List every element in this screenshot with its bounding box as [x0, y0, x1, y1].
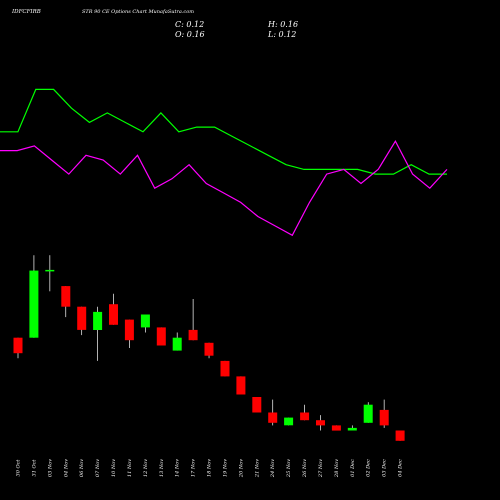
candle-11-nov [124, 319, 134, 348]
candle-19-nov [220, 360, 230, 377]
x-tick-label: 13 Nov [159, 459, 165, 477]
candle-body [252, 397, 262, 413]
candle-18-nov [204, 342, 214, 359]
x-tick-label: 25 Nov [286, 459, 292, 478]
candle-body [93, 311, 103, 330]
candle-13-nov [156, 327, 166, 346]
candle-03-dec [379, 399, 389, 428]
candle-17-nov [188, 299, 198, 341]
candle-body [204, 342, 214, 356]
x-tick-label: 26 Nov [302, 459, 308, 478]
candle-06-nov [77, 306, 87, 336]
x-tick-label: 21 Nov [254, 459, 260, 478]
candle-31-oct [29, 255, 39, 338]
x-tick-label: 28 Nov [334, 459, 340, 478]
x-tick-label: 24 Nov [270, 459, 276, 478]
x-tick-label: 04 Nov [63, 459, 69, 477]
candle-body [268, 412, 278, 423]
x-axis-ticks: 30 Oct 31 Oct 03 Nov 04 Nov 06 Nov 07 Nov 10 N… [16, 459, 404, 478]
chart-description: STR 90 CE Options Chart MunafaSutra.com [82, 9, 194, 15]
x-tick-label: 11 Nov [127, 459, 133, 477]
candle-12-nov [140, 314, 150, 333]
candle-01-dec [347, 425, 357, 431]
candle-21-nov [252, 397, 262, 413]
x-tick-label: 31 Oct [31, 459, 37, 477]
candle-27-nov [316, 415, 325, 431]
candle-body [236, 376, 246, 395]
symbol-label: IDFCFIRB [11, 9, 41, 15]
candle-body [13, 337, 23, 354]
x-tick-label: 03 Dec [382, 459, 388, 477]
candle-body [188, 329, 198, 341]
indicator-lines [0, 88, 448, 237]
candle-body [300, 412, 310, 421]
candle-body [140, 314, 150, 328]
candle-body [124, 319, 134, 341]
candle-03-nov [45, 255, 55, 292]
x-tick-label: 02 Dec [366, 459, 372, 477]
x-tick-label: 27 Nov [318, 459, 324, 478]
candle-04-nov [61, 286, 71, 318]
x-tick-label: 18 Nov [207, 459, 213, 477]
candle-body [316, 420, 325, 426]
candle-body [331, 425, 341, 431]
candle-30-oct [13, 337, 23, 359]
candle-body [172, 337, 182, 351]
open-value: O: 0.16 [175, 30, 205, 39]
candle-body [379, 409, 389, 426]
candle-04-dec [395, 430, 405, 441]
candlesticks [13, 255, 405, 441]
candle-28-nov [331, 425, 341, 431]
candle-24-nov [268, 399, 278, 426]
candle-body [77, 306, 87, 330]
x-tick-label: 01 Dec [350, 459, 356, 477]
x-tick-label: 20 Nov [238, 459, 244, 478]
candle-body [284, 417, 294, 426]
candle-body [61, 286, 71, 307]
candle-body [395, 430, 405, 441]
x-tick-label: 03 Nov [47, 459, 53, 477]
x-tick-label: 10 Nov [111, 459, 117, 477]
x-tick-label: 04 Dec [398, 459, 404, 477]
x-tick-label: 19 Nov [222, 459, 228, 477]
candle-14-nov [172, 332, 182, 351]
candle-10-nov [109, 293, 118, 325]
candle-07-nov [93, 306, 103, 361]
candle-body [347, 427, 357, 431]
candle-02-dec [363, 402, 373, 423]
x-tick-label: 30 Oct [16, 459, 22, 477]
candle-body [109, 304, 118, 325]
candle-body [29, 270, 39, 338]
indicator-line-2 [0, 139, 448, 237]
close-value: C: 0.12 [175, 20, 204, 29]
candle-body [363, 404, 373, 423]
candle-20-nov [236, 376, 246, 395]
candle-body [45, 269, 55, 272]
x-tick-label: 07 Nov [95, 459, 101, 477]
x-tick-label: 14 Nov [175, 459, 181, 477]
candle-body [220, 360, 230, 377]
x-tick-label: 06 Nov [79, 459, 85, 477]
x-tick-label: 12 Nov [143, 459, 149, 477]
candle-body [156, 327, 166, 346]
low-value: L: 0.12 [267, 30, 296, 39]
candle-25-nov [284, 417, 294, 426]
x-tick-label: 17 Nov [191, 459, 197, 477]
candle-26-nov [300, 404, 310, 421]
high-value: H: 0.16 [267, 20, 298, 29]
